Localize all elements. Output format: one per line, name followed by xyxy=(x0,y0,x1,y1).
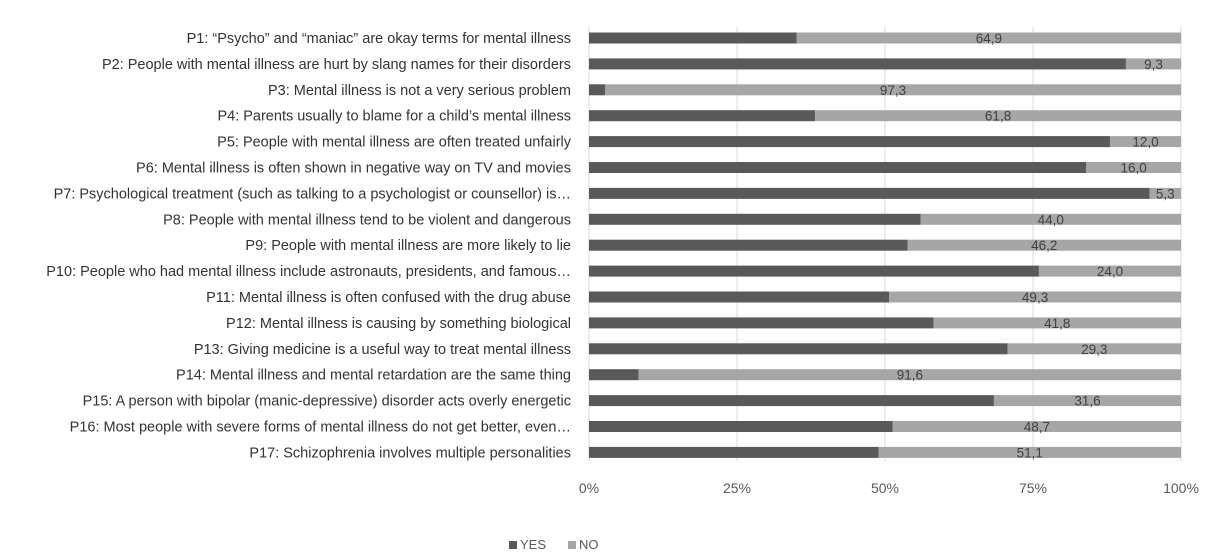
bar-yes xyxy=(589,395,994,407)
bar-no xyxy=(933,317,1181,329)
category-label: P11: Mental illness is often confused wi… xyxy=(206,290,571,306)
category-label: P17: Schizophrenia involves multiple per… xyxy=(249,445,571,461)
bars xyxy=(589,32,1181,458)
bar-yes xyxy=(589,265,1039,277)
bar-no xyxy=(1125,58,1181,70)
bar-yes xyxy=(589,213,921,225)
data-label-no: 64,9 xyxy=(976,31,1002,46)
bar-yes xyxy=(589,291,890,303)
data-label-no: 49,3 xyxy=(1022,290,1048,305)
data-label-no: 46,2 xyxy=(1031,238,1057,253)
bar-no xyxy=(604,84,1181,96)
legend: YES NO xyxy=(509,537,599,552)
bar-yes xyxy=(589,343,1008,355)
bar-no xyxy=(796,32,1181,44)
category-labels: P1: “Psycho” and “maniac” are okay terms… xyxy=(46,31,571,461)
bar-yes xyxy=(589,110,816,122)
bar-yes xyxy=(589,136,1110,148)
bar-no xyxy=(892,421,1181,432)
bar-yes xyxy=(589,239,908,251)
data-label-no: 16,0 xyxy=(1120,161,1146,176)
bar-no xyxy=(1109,136,1181,148)
data-label-no: 41,8 xyxy=(1044,316,1070,331)
bar-yes xyxy=(589,317,934,329)
legend-swatch-yes xyxy=(509,541,517,549)
x-tick-label: 25% xyxy=(723,480,751,496)
category-label: P4: Parents usually to blame for a child… xyxy=(217,109,571,125)
x-axis-ticks: 0% 25% 50% 75% 100% xyxy=(579,480,1199,496)
category-label: P9: People with mental illness are more … xyxy=(245,238,571,254)
data-labels: 64,9 9,3 97,3 61,8 12,0 16,0 5,3 44,0 46,2 24,0 49… xyxy=(880,31,1175,460)
category-label: P1: “Psycho” and “maniac” are okay terms… xyxy=(187,31,571,47)
bar-no xyxy=(1149,187,1181,199)
bar-no xyxy=(889,291,1181,303)
bar-no xyxy=(638,369,1181,381)
bar-no xyxy=(907,239,1181,251)
bar-no xyxy=(1038,265,1181,277)
bar-yes xyxy=(589,162,1087,173)
category-label: P14: Mental illness and mental retardati… xyxy=(176,368,571,384)
bar-yes xyxy=(589,446,879,458)
category-label: P7: Psychological treatment (such as tal… xyxy=(54,186,571,202)
data-label-no: 48,7 xyxy=(1024,420,1050,435)
category-label: P6: Mental illness is often shown in neg… xyxy=(136,161,571,177)
legend-label-yes: YES xyxy=(520,537,546,552)
x-tick-label: 100% xyxy=(1163,480,1199,496)
x-tick-label: 50% xyxy=(871,480,899,496)
category-label: P5: People with mental illness are often… xyxy=(217,135,572,151)
data-label-no: 97,3 xyxy=(880,83,906,98)
category-label: P3: Mental illness is not a very serious… xyxy=(268,83,571,99)
legend-swatch-no xyxy=(568,541,576,549)
bar-no xyxy=(920,213,1181,225)
bar-no xyxy=(1007,343,1181,355)
legend-label-no: NO xyxy=(579,537,599,552)
category-label: P8: People with mental illness tend to b… xyxy=(163,212,571,228)
category-label: P15: A person with bipolar (manic-depres… xyxy=(83,394,571,410)
bar-no xyxy=(815,110,1181,122)
bar-yes xyxy=(589,32,797,44)
category-label: P10: People who had mental illness inclu… xyxy=(46,264,571,280)
bar-yes xyxy=(589,84,605,96)
bar-yes xyxy=(589,187,1150,199)
data-label-no: 31,6 xyxy=(1074,394,1100,409)
bar-no xyxy=(1086,162,1181,173)
bar-no xyxy=(993,395,1181,407)
data-label-no: 51,1 xyxy=(1017,445,1043,460)
x-tick-label: 0% xyxy=(579,480,599,496)
data-label-no: 61,8 xyxy=(985,109,1011,124)
data-label-no: 9,3 xyxy=(1144,57,1163,72)
x-tick-label: 75% xyxy=(1019,480,1047,496)
data-label-no: 91,6 xyxy=(897,368,923,383)
category-label: P12: Mental illness is causing by someth… xyxy=(226,316,571,332)
category-label: P2: People with mental illness are hurt … xyxy=(102,57,571,73)
category-label: P13: Giving medicine is a useful way to … xyxy=(194,342,571,358)
data-label-no: 12,0 xyxy=(1132,135,1158,150)
bar-no xyxy=(878,446,1181,458)
bar-yes xyxy=(589,369,639,381)
bar-yes xyxy=(589,421,893,432)
data-label-no: 24,0 xyxy=(1097,264,1123,279)
bar-yes xyxy=(589,58,1126,70)
data-label-no: 5,3 xyxy=(1156,186,1175,201)
category-label: P16: Most people with severe forms of me… xyxy=(70,420,571,436)
data-label-no: 29,3 xyxy=(1081,342,1107,357)
data-label-no: 44,0 xyxy=(1038,212,1064,227)
